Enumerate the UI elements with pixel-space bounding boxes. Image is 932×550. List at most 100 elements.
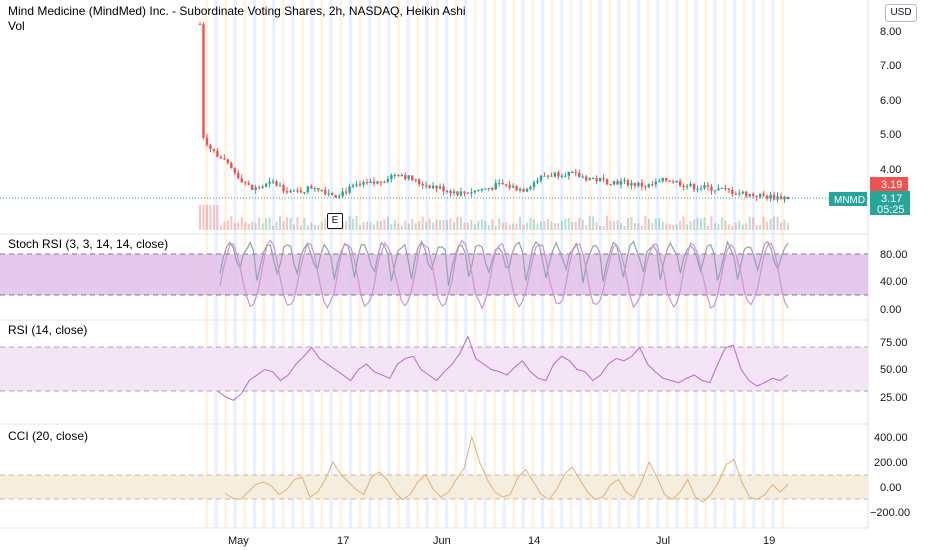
candle-body — [198, 24, 202, 26]
candle-body — [341, 191, 344, 197]
candle-body — [376, 181, 379, 184]
volume-bar — [581, 219, 584, 230]
volume-bar — [550, 221, 553, 230]
volume-bar — [759, 224, 762, 230]
candle-body — [511, 186, 515, 188]
volume-bar — [536, 223, 539, 230]
candle-body — [564, 175, 567, 177]
candle-body — [463, 191, 466, 193]
volume-bar — [776, 216, 779, 230]
candle-body — [525, 188, 529, 192]
volume-bar — [470, 219, 473, 230]
volume-bar — [613, 221, 616, 230]
candle-body — [619, 181, 623, 185]
prev-close-label: 3.19 — [881, 179, 902, 191]
volume-bar — [411, 218, 414, 230]
candle-body — [250, 184, 254, 190]
candle-body — [734, 193, 738, 195]
volume-bar — [741, 224, 744, 230]
candle-body — [411, 175, 414, 181]
volume-bar — [644, 216, 647, 230]
volume-bar — [428, 218, 431, 230]
candle-body — [508, 184, 511, 188]
volume-bar — [519, 216, 522, 230]
candle-body — [741, 191, 744, 194]
volume-bar — [672, 224, 675, 230]
candle-body — [449, 190, 452, 194]
volume-bar — [285, 217, 288, 230]
volume-bar — [494, 225, 497, 230]
candle-body — [264, 183, 268, 187]
candle-body — [783, 196, 786, 200]
countdown-label: 05:25 — [877, 204, 905, 216]
volume-bar — [748, 216, 751, 230]
candle-body — [713, 190, 717, 192]
candle-body — [574, 171, 577, 173]
candle-body — [699, 188, 703, 190]
volume-bar — [463, 222, 466, 230]
candle-body — [470, 192, 473, 194]
prev-close-label-bg — [870, 177, 908, 191]
candle-body — [769, 194, 772, 199]
candle-body — [372, 181, 376, 184]
volume-bar — [553, 223, 556, 230]
candle-body — [351, 185, 355, 187]
candle-body — [515, 186, 518, 191]
volume-bar — [592, 216, 595, 230]
volume-bar — [710, 216, 713, 230]
candle-body — [685, 186, 689, 188]
volume-bar — [435, 219, 438, 230]
volume-bar — [571, 222, 574, 230]
volume-bar — [459, 217, 462, 230]
volume-bar — [713, 223, 716, 230]
volume-bar — [487, 225, 490, 230]
volume-bar — [372, 224, 375, 230]
volume-bar — [731, 225, 734, 230]
volume-bar — [526, 222, 529, 230]
volume-bar — [738, 220, 741, 230]
volume-bar — [693, 219, 696, 230]
candle-body — [445, 190, 449, 192]
candle-body — [644, 186, 647, 188]
price-tick: 6.00 — [880, 95, 901, 107]
volume-bar — [400, 225, 403, 230]
volume-bar — [313, 224, 316, 230]
candle-body — [518, 189, 522, 191]
volume-bar — [696, 217, 699, 230]
price-tick: 8.00 — [880, 26, 901, 38]
currency-button[interactable]: USD — [885, 4, 917, 22]
candle-body — [557, 172, 560, 177]
candle-body — [237, 172, 240, 179]
volume-bar — [275, 222, 278, 230]
candle-body — [282, 185, 285, 192]
volume-bar — [539, 221, 542, 230]
volume-bar — [640, 225, 643, 230]
candle-body — [390, 175, 393, 180]
candle-body — [230, 162, 233, 169]
volume-bar — [512, 223, 515, 230]
candle-body — [223, 158, 226, 160]
volume-bar — [466, 222, 469, 230]
volume-bar — [734, 222, 737, 230]
candle-body — [623, 180, 626, 182]
volume-bar — [766, 221, 769, 230]
candle-body — [578, 172, 581, 177]
candle-body — [738, 193, 741, 195]
volume-bar — [449, 218, 452, 230]
candle-body — [626, 180, 630, 186]
volume-bar — [205, 205, 208, 230]
candle-body — [209, 144, 212, 149]
candle-body — [598, 178, 602, 182]
volume-bar — [233, 222, 236, 230]
volume-bar — [574, 221, 577, 230]
candle-body — [386, 179, 390, 182]
candle-body — [706, 185, 710, 187]
volume-bar — [630, 217, 633, 230]
volume-bar — [296, 217, 299, 230]
volume-bar — [647, 218, 650, 230]
price-tick: 5.00 — [880, 129, 901, 141]
earnings-marker[interactable]: E — [327, 213, 343, 229]
volume-bar — [616, 220, 619, 230]
candle-body — [591, 178, 595, 180]
